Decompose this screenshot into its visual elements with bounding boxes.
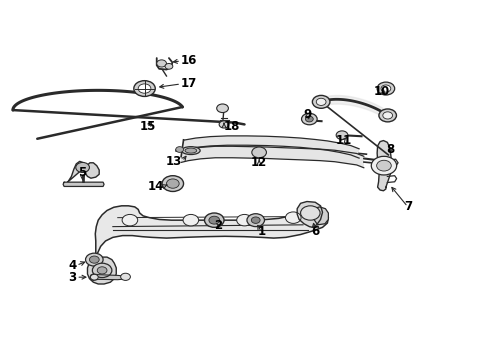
Polygon shape [63,182,104,186]
Circle shape [208,216,219,224]
Circle shape [370,156,396,175]
Polygon shape [183,136,358,158]
Polygon shape [297,202,322,227]
Circle shape [134,81,155,96]
Text: 3: 3 [68,271,76,284]
Circle shape [301,113,317,125]
Circle shape [376,160,390,171]
Circle shape [380,85,390,92]
Circle shape [285,212,301,224]
Ellipse shape [181,147,200,154]
Circle shape [219,121,228,128]
Circle shape [157,60,166,67]
Circle shape [316,98,325,105]
Circle shape [376,82,394,95]
Polygon shape [311,207,328,225]
Circle shape [122,215,138,226]
Text: 5: 5 [79,166,86,179]
Circle shape [90,274,98,280]
Text: 11: 11 [335,134,351,147]
Circle shape [175,147,183,152]
Text: 2: 2 [214,219,222,232]
Polygon shape [87,257,116,284]
Circle shape [97,267,107,274]
Polygon shape [68,161,99,182]
Circle shape [300,206,320,220]
Circle shape [335,131,347,139]
Circle shape [138,84,151,93]
Text: 13: 13 [165,155,182,168]
Text: 9: 9 [303,108,311,121]
Polygon shape [90,274,127,280]
Circle shape [76,162,89,172]
Text: 8: 8 [386,143,394,156]
Circle shape [121,273,130,280]
Circle shape [312,95,329,108]
Ellipse shape [184,148,196,153]
Polygon shape [376,140,391,191]
Text: 6: 6 [310,225,319,238]
Text: 17: 17 [181,77,197,90]
Text: 15: 15 [140,121,156,134]
Circle shape [382,112,392,119]
Circle shape [166,179,179,188]
Text: 16: 16 [181,54,197,67]
Text: 1: 1 [257,225,265,238]
Circle shape [89,256,99,263]
Polygon shape [181,146,363,168]
Text: 10: 10 [373,85,389,98]
Circle shape [236,215,252,226]
Circle shape [92,263,112,278]
Circle shape [216,104,228,113]
Circle shape [251,217,260,224]
Circle shape [305,116,313,122]
Circle shape [183,215,198,226]
Text: 18: 18 [224,120,240,133]
Circle shape [162,176,183,192]
Circle shape [251,147,266,158]
Circle shape [204,213,224,227]
Text: 7: 7 [403,201,411,213]
Circle shape [246,214,264,226]
Text: 4: 4 [68,259,76,272]
Polygon shape [95,206,328,257]
Circle shape [85,253,103,266]
Text: 12: 12 [250,156,267,169]
Circle shape [378,109,396,122]
Circle shape [164,63,172,69]
Text: 14: 14 [147,180,163,193]
